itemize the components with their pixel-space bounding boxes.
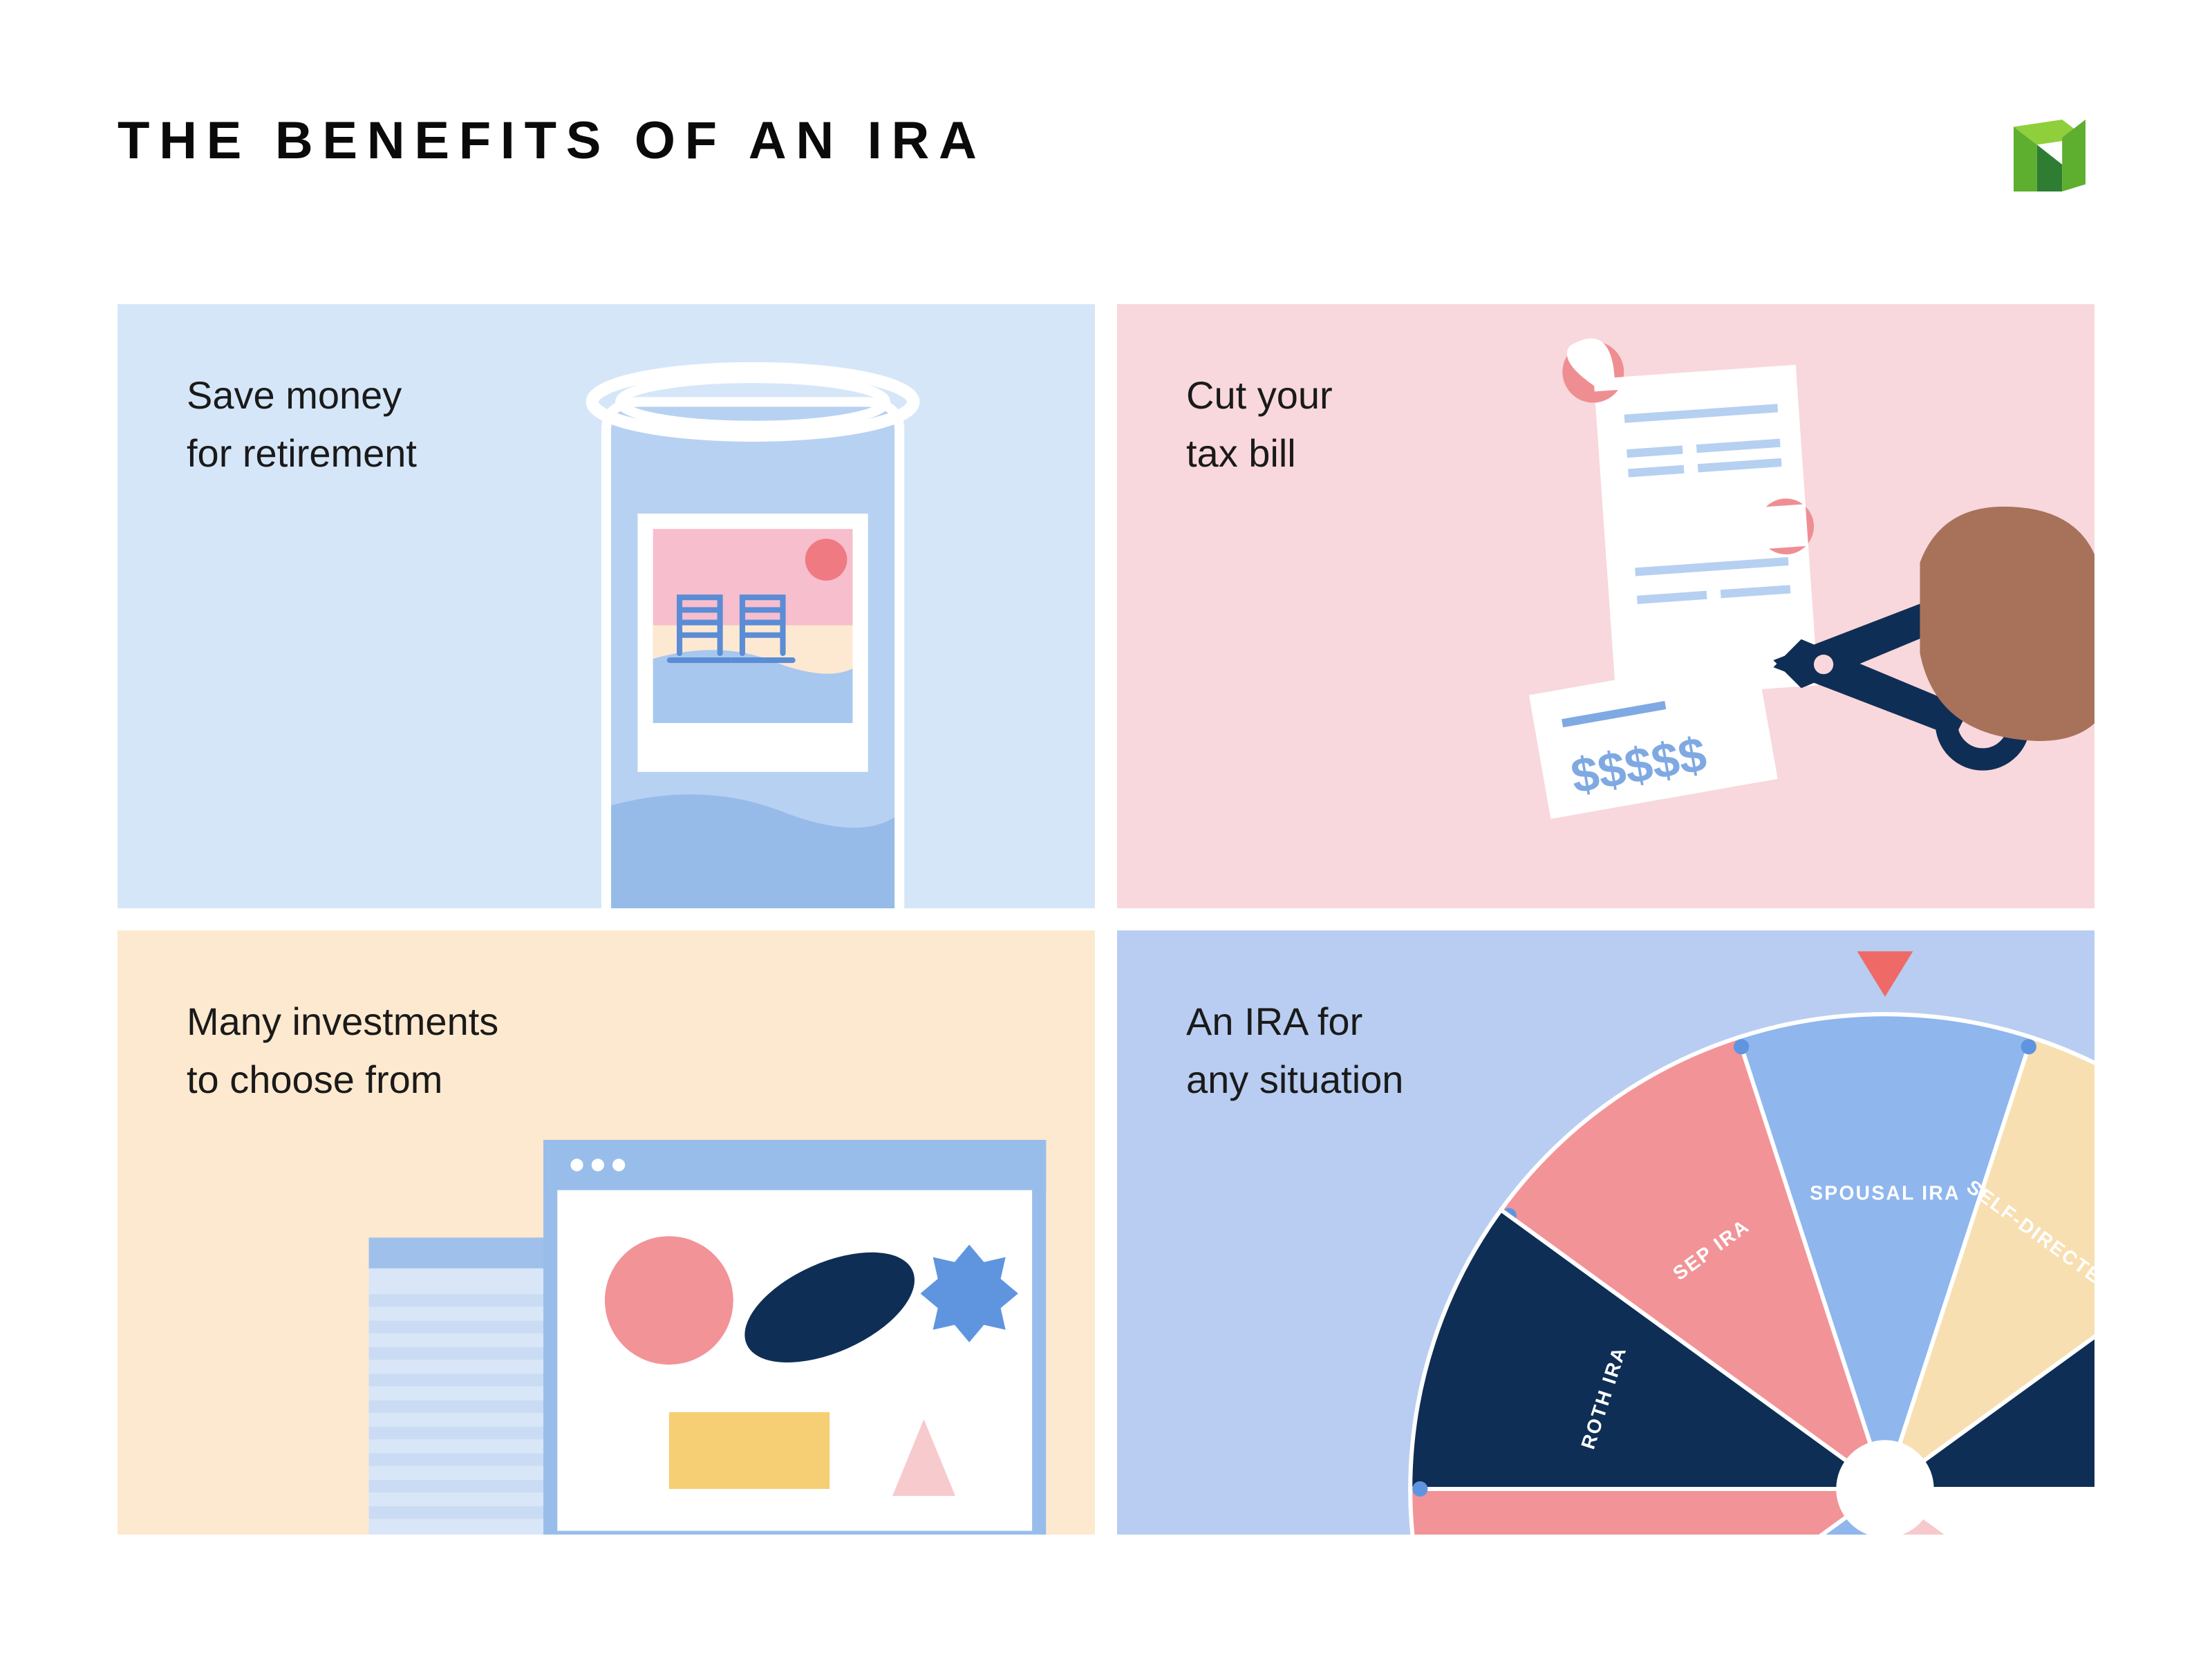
wheel-segment-2 <box>1885 1038 2094 1489</box>
brand-logo-icon <box>2005 111 2094 200</box>
card-situation-label-line2: any situation <box>1186 1058 1403 1101</box>
beach-chair-1 <box>670 597 730 660</box>
header: THE BENEFITS OF AN IRA <box>118 111 2094 200</box>
wheel-label-0: SEP IRA <box>1669 1215 1754 1284</box>
receipt <box>1560 324 1825 701</box>
photo-sun <box>805 538 847 581</box>
wheel-segment-3 <box>1885 1210 2094 1489</box>
photo-sky <box>653 529 853 662</box>
card-situation-label-line1: An IRA for <box>1186 1000 1362 1043</box>
photo-sand <box>653 626 853 676</box>
card-retirement-label-line1: Save money <box>187 373 402 417</box>
card-retirement: Save money for retirement <box>118 304 1095 908</box>
hand-icon <box>1920 507 2094 741</box>
page-title: THE BENEFITS OF AN IRA <box>118 111 986 171</box>
wheel-dot-2 <box>2021 1039 2036 1054</box>
jar-lid-outer <box>592 368 914 435</box>
wheel-dot-1 <box>1734 1039 1749 1054</box>
card-situation: An IRA for any situation SEP IRA SPOUSAL … <box>1117 930 2094 1535</box>
wheel-dot-9 <box>1412 1481 1427 1497</box>
wheel-pointer-icon <box>1857 951 1913 997</box>
card-tax-label-line1: Cut your <box>1186 373 1333 417</box>
photo-frame <box>637 514 868 772</box>
card-investments-label-line1: Many investments <box>187 1000 498 1043</box>
shape-starburst <box>920 1244 1018 1342</box>
beach-chair-2 <box>733 597 793 660</box>
jar-lid-inner <box>620 378 885 426</box>
wheel-hub <box>1836 1440 1933 1535</box>
wheel-label-2: SELF-DIRECTED IRA <box>1962 1175 2094 1324</box>
card-situation-label: An IRA for any situation <box>1186 993 1403 1109</box>
wheel-segment-9 <box>1410 1210 1885 1489</box>
retirement-photo <box>637 514 868 772</box>
card-tax-label-line2: tax bill <box>1186 431 1296 475</box>
jar-glass <box>606 402 899 908</box>
logo-shape-2 <box>2037 144 2062 191</box>
wheel-segment-5 <box>1885 1489 2094 1535</box>
card-investments: Many investments to choose from <box>118 930 1095 1535</box>
shape-rect <box>669 1412 830 1489</box>
card-tax-label: Cut your tax bill <box>1186 366 1333 482</box>
scissors-icon <box>1773 568 2019 760</box>
front-browser-window <box>543 1140 1046 1535</box>
card-tax: Cut your tax bill <box>1117 304 2094 908</box>
shape-circle <box>605 1236 733 1365</box>
cards-grid: Save money for retirement <box>118 304 2094 1535</box>
jar-outline-r <box>606 402 899 908</box>
wheel-dot-0 <box>1501 1208 1517 1224</box>
card-investments-label-line2: to choose from <box>187 1058 442 1101</box>
back-browser-window <box>369 1237 662 1535</box>
wheel-segment-8 <box>1410 1489 1885 1535</box>
card-retirement-label: Save money for retirement <box>187 366 417 482</box>
jar-water <box>606 794 899 908</box>
wheel-segment-0 <box>1501 1038 1885 1489</box>
receipt-cut-piece: $$$$$ <box>1529 655 1778 819</box>
wheel-label-1: SPOUSAL IRA <box>1810 1182 1960 1204</box>
wheel-segment-1 <box>1738 1014 2032 1489</box>
wheel-label-9: ROTH IRA <box>1576 1343 1630 1452</box>
wheel: SEP IRASPOUSAL IRASELF-DIRECTED IRAAL IR… <box>1410 1014 2094 1535</box>
photo-sand-shadow <box>653 650 853 723</box>
wheel-segment-6 <box>1738 1489 2032 1535</box>
card-investments-label: Many investments to choose from <box>187 993 498 1109</box>
card-retirement-label-line2: for retirement <box>187 431 417 475</box>
shape-triangle <box>892 1419 955 1496</box>
dollar-signs: $$$$$ <box>1567 727 1710 804</box>
wheel-segment-4 <box>1885 1489 2094 1535</box>
wheel-segment-7 <box>1501 1489 1885 1535</box>
infographic-page: THE BENEFITS OF AN IRA Save money for re… <box>0 0 2212 1659</box>
shape-ellipse <box>729 1230 930 1385</box>
